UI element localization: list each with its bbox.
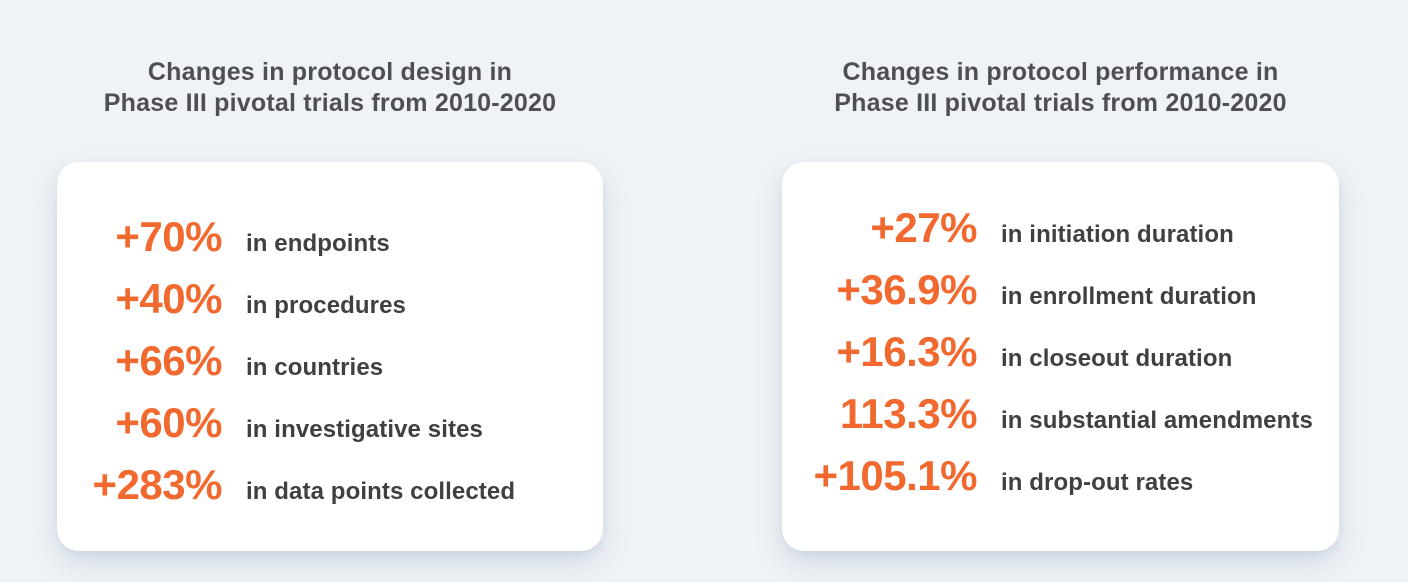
stat-label: in initiation duration: [1001, 221, 1234, 248]
stat-label: in closeout duration: [1001, 345, 1233, 372]
stat-label: in enrollment duration: [1001, 283, 1257, 310]
stat-row-closeout-duration: +16.3% in closeout duration: [782, 321, 1339, 383]
stat-row-procedures: +40% in procedures: [57, 268, 603, 330]
stat-value: +16.3%: [836, 328, 977, 375]
stat-row-data-points: +283% in data points collected: [57, 454, 603, 516]
stat-value: +283%: [92, 461, 223, 508]
stat-label: in data points collected: [246, 478, 516, 505]
protocol-performance-title: Changes in protocol performance in Phase…: [782, 57, 1339, 119]
title-line-2: Phase III pivotal trials from 2010-2020: [834, 89, 1287, 117]
stat-value: +70%: [115, 213, 222, 260]
stat-value: +66%: [115, 337, 222, 384]
protocol-design-title: Changes in protocol design in Phase III …: [57, 57, 603, 119]
stat-row-substantial-amendments: 113.3% in substantial amendments: [782, 383, 1339, 445]
stat-value: +40%: [115, 275, 222, 322]
stat-label: in drop-out rates: [1001, 469, 1194, 496]
stat-value: +60%: [115, 399, 222, 446]
protocol-performance-card: +27% in initiation duration +36.9% in en…: [782, 162, 1339, 551]
title-line-1: Changes in protocol design in: [147, 58, 513, 86]
stat-row-enrollment-duration: +36.9% in enrollment duration: [782, 259, 1339, 321]
stat-row-initiation-duration: +27% in initiation duration: [782, 197, 1339, 259]
title-line-2: Phase III pivotal trials from 2010-2020: [103, 89, 557, 117]
stat-row-investigative-sites: +60% in investigative sites: [57, 392, 603, 454]
stat-label: in investigative sites: [246, 416, 483, 443]
stat-row-drop-out-rates: +105.1% in drop-out rates: [782, 445, 1339, 507]
stat-row-countries: +66% in countries: [57, 330, 603, 392]
stat-row-endpoints: +70% in endpoints: [57, 206, 603, 268]
protocol-design-card: +70% in endpoints +40% in procedures +66…: [57, 162, 603, 551]
stat-value: +105.1%: [813, 452, 978, 499]
stat-label: in substantial amendments: [1001, 407, 1313, 434]
protocol-design-panel: Changes in protocol design in Phase III …: [57, 0, 603, 582]
stat-value: +27%: [870, 204, 977, 251]
title-line-1: Changes in protocol performance in: [842, 58, 1279, 86]
stat-label: in countries: [246, 354, 384, 381]
protocol-performance-panel: Changes in protocol performance in Phase…: [782, 0, 1339, 582]
stat-value: 113.3%: [839, 390, 978, 437]
stat-label: in endpoints: [246, 230, 390, 257]
stat-label: in procedures: [246, 292, 407, 319]
stat-value: +36.9%: [836, 266, 977, 313]
